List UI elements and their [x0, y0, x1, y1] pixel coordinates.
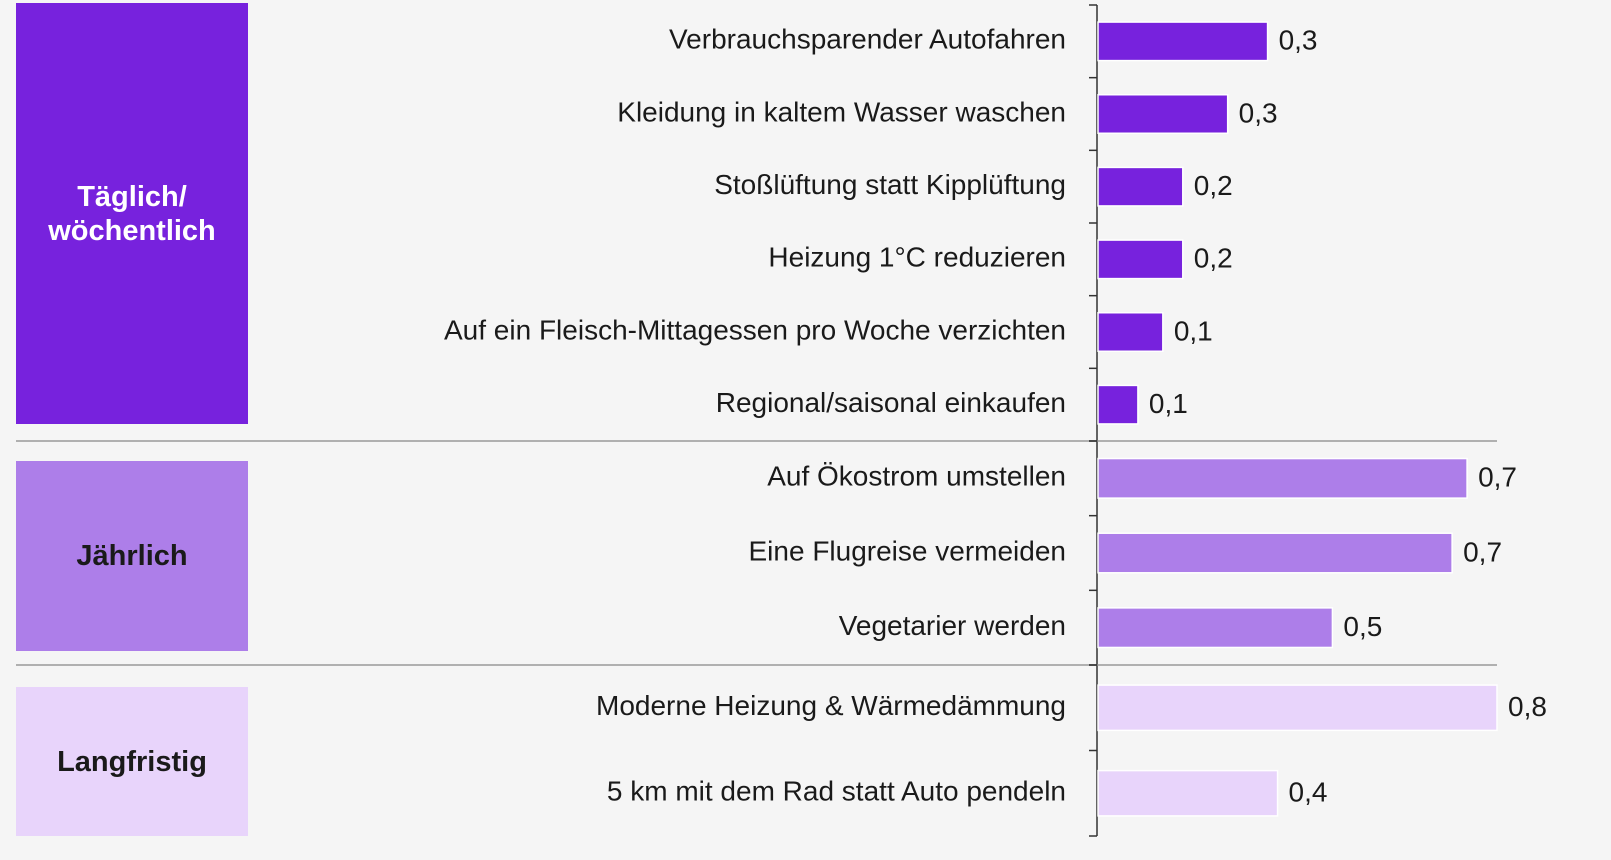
bar [1097, 384, 1139, 425]
category-label: Heizung 1°C reduzieren [768, 242, 1066, 273]
bar [1097, 769, 1279, 817]
category-label: Auf ein Fleisch-Mittagessen pro Woche ve… [444, 314, 1066, 345]
category-label: Stoßlüftung statt Kipplüftung [714, 169, 1066, 200]
category-label: Auf Ökostrom umstellen [767, 461, 1066, 492]
category-label: Kleidung in kaltem Wasser waschen [617, 96, 1066, 127]
group-box [16, 3, 248, 424]
bar [1097, 607, 1334, 649]
value-label: 0,1 [1149, 388, 1188, 419]
bar [1097, 93, 1229, 135]
bar [1097, 21, 1269, 62]
category-label: Verbrauchsparender Autofahren [669, 24, 1066, 55]
bar [1097, 532, 1453, 574]
group-label: Jährlich [76, 540, 188, 572]
value-label: 0,3 [1279, 25, 1318, 56]
value-label: 0,5 [1343, 611, 1382, 642]
category-label: Moderne Heizung & Wärmedämmung [596, 690, 1066, 721]
category-label: Vegetarier werden [839, 610, 1066, 641]
category-label: Eine Flugreise vermeiden [749, 535, 1067, 566]
category-label: 5 km mit dem Rad statt Auto pendeln [607, 776, 1066, 807]
group-label: Täglich/ wöchentlich [48, 180, 216, 247]
bar [1097, 457, 1468, 499]
group-box [16, 687, 248, 836]
value-label: 0,4 [1289, 777, 1328, 808]
group-label: Langfristig [57, 745, 207, 778]
value-label: 0,7 [1478, 462, 1517, 493]
value-label: 0,3 [1239, 97, 1278, 128]
value-label: 0,1 [1174, 315, 1213, 346]
category-label: Regional/saisonal einkaufen [716, 387, 1066, 418]
value-label: 0,7 [1463, 536, 1502, 567]
bar [1097, 684, 1498, 732]
value-label: 0,2 [1194, 170, 1233, 201]
value-label: 0,2 [1194, 243, 1233, 274]
bar [1097, 239, 1184, 280]
bar [1097, 311, 1164, 353]
group-box [16, 461, 248, 651]
value-label: 0,8 [1508, 691, 1547, 722]
bar [1097, 166, 1184, 207]
